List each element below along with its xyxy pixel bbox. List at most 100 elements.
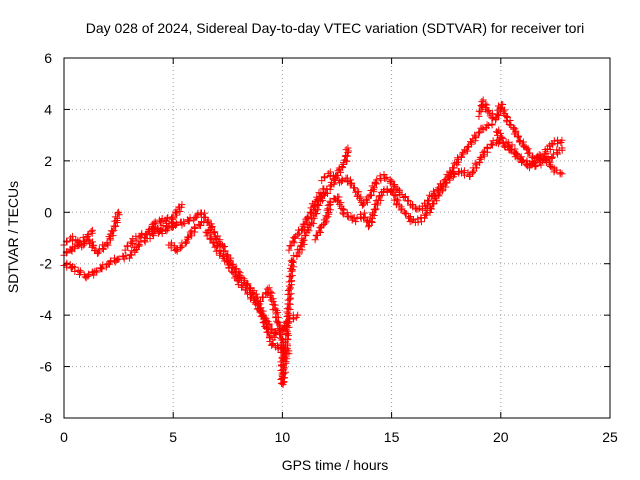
- data-point: [499, 100, 507, 108]
- data-point: [332, 174, 340, 182]
- data-point: [122, 252, 130, 260]
- data-point: [219, 253, 227, 261]
- y-tick-label: 0: [44, 204, 52, 220]
- data-point: [475, 129, 483, 137]
- data-point: [214, 241, 222, 249]
- data-point: [437, 184, 445, 192]
- y-tick-label: -8: [40, 410, 53, 426]
- data-point: [388, 177, 396, 185]
- data-point: [308, 209, 316, 217]
- data-point: [320, 185, 328, 193]
- data-point: [155, 228, 162, 236]
- data-point: [126, 251, 134, 259]
- data-point: [457, 152, 465, 160]
- x-tick-label: 15: [384, 429, 400, 445]
- data-point: [514, 133, 522, 141]
- data-point: [339, 164, 347, 172]
- data-point: [310, 203, 318, 211]
- data-point: [305, 227, 313, 235]
- data-point: [123, 242, 131, 250]
- data-point: [84, 272, 92, 280]
- data-point: [182, 239, 190, 247]
- data-point: [294, 231, 302, 239]
- data-point: [342, 151, 350, 159]
- data-point: [325, 210, 333, 218]
- data-point: [324, 190, 332, 198]
- data-point: [316, 193, 324, 201]
- data-point: [71, 267, 79, 275]
- data-point: [377, 176, 385, 184]
- data-point: [469, 168, 477, 176]
- data-point: [553, 166, 561, 174]
- data-point: [485, 109, 493, 117]
- data-point: [263, 328, 271, 336]
- data-point: [84, 230, 92, 238]
- data-point: [298, 246, 306, 254]
- data-point: [356, 210, 364, 218]
- plot-frame: [63, 57, 611, 419]
- data-point: [286, 295, 294, 303]
- data-point: [88, 226, 96, 234]
- data-point: [137, 233, 145, 241]
- data-point: [440, 177, 448, 185]
- data-point: [228, 267, 236, 275]
- data-point: [344, 144, 352, 152]
- data-point: [113, 215, 121, 223]
- y-tick-label: -2: [40, 256, 53, 272]
- data-point: [370, 184, 378, 192]
- data-point: [476, 128, 484, 136]
- y-tick-label: -6: [40, 359, 53, 375]
- data-point: [347, 212, 355, 220]
- data-point: [471, 159, 479, 167]
- data-point: [532, 162, 540, 170]
- data-point: [310, 201, 318, 209]
- data-point: [477, 108, 485, 116]
- data-point: [191, 225, 199, 233]
- data-point: [421, 211, 429, 219]
- data-point: [286, 264, 294, 272]
- data-point: [527, 161, 535, 169]
- y-axis-label: SDTVAR / TECUs: [5, 181, 21, 293]
- data-point: [169, 223, 177, 231]
- data-point: [506, 117, 514, 125]
- x-tick-label: 0: [60, 429, 68, 445]
- data-point: [258, 293, 266, 301]
- data-point: [472, 133, 480, 141]
- data-point: [285, 246, 293, 254]
- data-point: [424, 196, 432, 204]
- data-point: [245, 284, 253, 292]
- data-point: [321, 219, 329, 227]
- data-point: [543, 156, 551, 164]
- data-point: [295, 250, 303, 258]
- data-point: [282, 350, 290, 358]
- data-point: [267, 296, 275, 304]
- data-point: [316, 223, 324, 231]
- data-point: [278, 369, 286, 377]
- data-point: [289, 258, 297, 266]
- data-point: [286, 294, 294, 302]
- data-point: [304, 214, 312, 222]
- data-point: [193, 213, 201, 221]
- data-point: [449, 164, 457, 172]
- data-point: [283, 355, 291, 363]
- x-tick-label: 5: [169, 429, 177, 445]
- data-point: [271, 305, 279, 313]
- data-point: [554, 150, 562, 158]
- data-point: [342, 146, 350, 154]
- data-point: [235, 268, 243, 276]
- data-point: [408, 217, 416, 225]
- data-point: [232, 271, 240, 279]
- data-point: [299, 220, 307, 228]
- data-point: [484, 145, 492, 153]
- data-point: [371, 179, 379, 187]
- data-point: [368, 210, 376, 218]
- data-point: [273, 317, 281, 325]
- data-point: [537, 151, 545, 159]
- data-point: [412, 205, 420, 213]
- data-point: [273, 342, 281, 350]
- data-point: [191, 223, 199, 231]
- data-point: [163, 227, 171, 235]
- data-point: [323, 206, 331, 214]
- data-point: [258, 311, 266, 319]
